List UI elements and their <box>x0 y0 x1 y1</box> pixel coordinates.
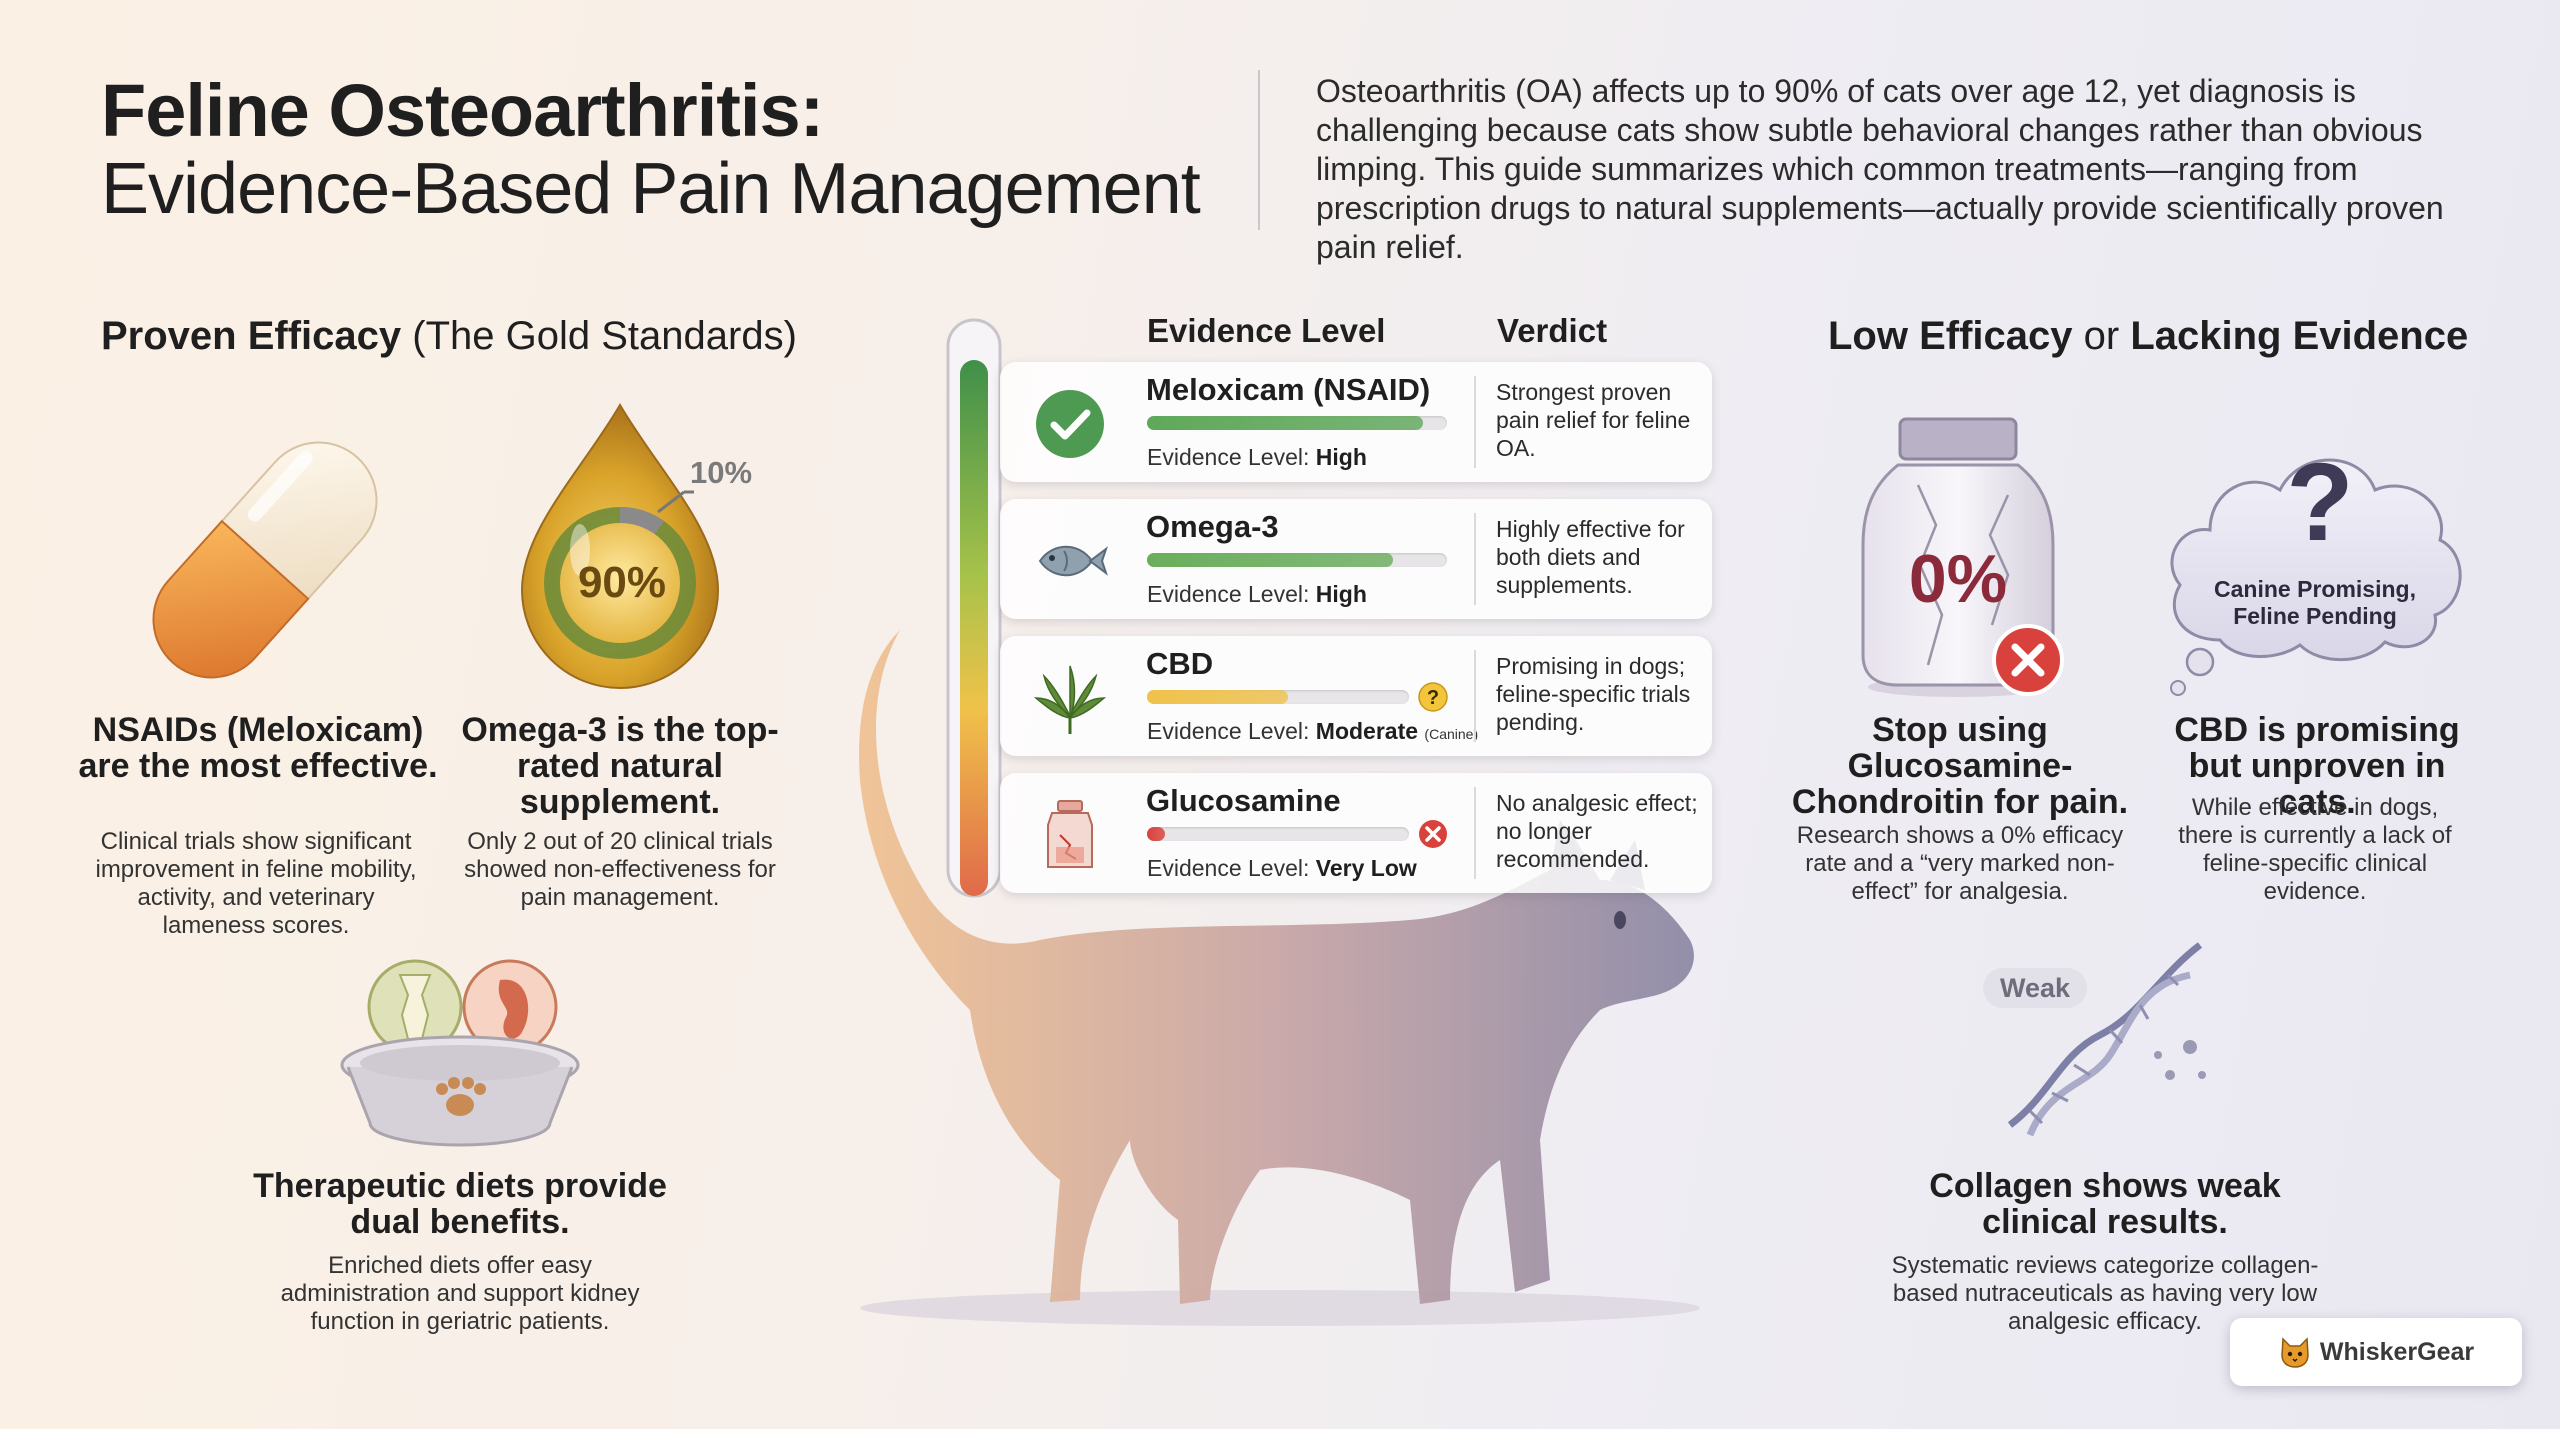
evidence-thermometer <box>946 318 1002 898</box>
header-divider <box>1258 70 1260 230</box>
row-divider <box>1474 513 1476 605</box>
row-name: Glucosamine <box>1146 783 1341 818</box>
evidence-bar-track <box>1147 827 1409 841</box>
heading-or: or <box>2072 314 2131 358</box>
row-divider <box>1474 787 1476 879</box>
supplement-bottle-icon <box>1047 800 1093 868</box>
omega-drop-value: 90% <box>577 558 667 607</box>
glucosamine-title: Stop using Glucosamine-Chondroitin for p… <box>1791 711 2129 821</box>
row-divider <box>1474 376 1476 468</box>
row-verdict: Highly effective for both diets and supp… <box>1496 516 1685 598</box>
diet-title: Therapeutic diets provide dual benefits. <box>253 1167 667 1241</box>
diet-body: Enriched diets offer easy administration… <box>280 1252 640 1335</box>
omega-title: Omega-3 is the top-rated natural supplem… <box>461 711 779 821</box>
evidence-bar-track <box>1147 553 1447 567</box>
collagen-body: Systematic reviews categorize collagen-b… <box>1891 1252 2319 1335</box>
row-verdict: Strongest proven pain relief for feline … <box>1496 379 1691 461</box>
evidence-row-meloxicam: Meloxicam (NSAID) Evidence Level: High S… <box>1000 362 1712 482</box>
proven-efficacy-heading: Proven Efficacy (The Gold Standards) <box>101 314 797 359</box>
row-verdict: No analgesic effect; no longer recommend… <box>1496 790 1698 872</box>
cloud-question-mark: ? <box>2286 441 2354 564</box>
level-prefix: Evidence Level: <box>1147 444 1316 470</box>
heading-rest: (The Gold Standards) <box>401 314 797 358</box>
glucosamine-jar-value: 0% <box>1908 541 2008 617</box>
level-prefix: Evidence Level: <box>1147 718 1316 744</box>
thought-cloud-icon <box>2170 458 2462 696</box>
evidence-row-cbd: CBD ? Evidence Level: Moderate (Canine) … <box>1000 636 1712 756</box>
evidence-bar-fill <box>1147 553 1393 567</box>
row-verdict: Promising in dogs; feline-specific trial… <box>1496 653 1691 735</box>
evidence-row-omega3: Omega-3 Evidence Level: High Highly effe… <box>1000 499 1712 619</box>
fish-icon <box>1038 545 1108 577</box>
nsaid-title: NSAIDs (Meloxicam) are the most effectiv… <box>78 711 438 785</box>
level-value: Very Low <box>1315 855 1417 881</box>
x-badge-icon <box>1419 820 1447 848</box>
brand-name: WhiskerGear <box>2319 1337 2475 1366</box>
dna-strand-icon <box>2007 942 2206 1137</box>
page-title-line-2: Evidence-Based Pain Management <box>101 149 1201 229</box>
checkmark-circle-icon <box>1036 390 1104 458</box>
question-badge-icon: ? <box>1418 682 1448 712</box>
cbd-body: While effective in dogs, there is curren… <box>2178 794 2452 905</box>
level-value: High <box>1315 444 1367 470</box>
level-prefix: Evidence Level: <box>1147 855 1316 881</box>
brand-badge: WhiskerGear <box>2230 1318 2522 1386</box>
level-prefix: Evidence Level: <box>1147 581 1316 607</box>
cannabis-leaf-icon <box>1033 665 1107 734</box>
cbd-title: CBD is promising but unproven in cats. <box>2174 711 2460 821</box>
level-value: Moderate <box>1315 718 1419 744</box>
heading-bold: Proven Efficacy <box>101 314 402 358</box>
heading-bold-2: Lacking Evidence <box>2130 314 2469 358</box>
intro-text: Osteoarthritis (OA) affects up to 90% of… <box>1316 73 2444 265</box>
capsule-icon <box>152 441 378 679</box>
evidence-bar-fill <box>1147 827 1166 841</box>
evidence-bar-track <box>1147 416 1447 430</box>
svg-text:?: ? <box>1427 687 1439 709</box>
row-name: Meloxicam (NSAID) <box>1146 372 1431 407</box>
omega-body: Only 2 out of 20 clinical trials showed … <box>464 828 776 911</box>
low-efficacy-heading: Low Efficacy or Lacking Evidence <box>1828 314 2468 359</box>
row-level: Evidence Level: Very Low <box>1147 855 1417 882</box>
evidence-bar-fill <box>1147 416 1423 430</box>
level-value: High <box>1315 581 1367 607</box>
row-name: Omega-3 <box>1146 509 1279 544</box>
row-level: Evidence Level: High <box>1147 581 1367 608</box>
weak-tag: Weak <box>1983 968 2087 1008</box>
column-verdict: Verdict <box>1497 312 1608 349</box>
row-level: Evidence Level: High <box>1147 444 1367 471</box>
glucosamine-body: Research shows a 0% efficacy rate and a … <box>1796 822 2124 905</box>
column-evidence-level: Evidence Level <box>1147 312 1386 349</box>
red-x-icon <box>1992 624 2064 696</box>
evidence-bar-fill <box>1147 690 1289 704</box>
row-divider <box>1474 650 1476 742</box>
evidence-row-glucosamine: Glucosamine Evidence Level: Very Low No … <box>1000 773 1712 893</box>
row-name: CBD <box>1146 646 1214 681</box>
nsaid-body: Clinical trials show significant improve… <box>95 828 417 939</box>
oil-drop-icon <box>520 403 720 689</box>
cloud-text: Canine Promising, Feline Pending <box>2214 576 2416 629</box>
diet-bowl-icon <box>340 959 580 1147</box>
page-title-line-1: Feline Osteoarthritis: <box>101 69 824 152</box>
collagen-title: Collagen shows weak clinical results. <box>1929 1167 2281 1241</box>
omega-drop-callout: 10% <box>690 455 753 490</box>
heading-bold-1: Low Efficacy <box>1828 314 2073 358</box>
level-note: (Canine) <box>1424 726 1479 742</box>
row-level: Evidence Level: Moderate (Canine) <box>1147 718 1478 745</box>
evidence-bar-track <box>1147 690 1409 704</box>
cat-face-logo-icon <box>2281 1337 2309 1368</box>
